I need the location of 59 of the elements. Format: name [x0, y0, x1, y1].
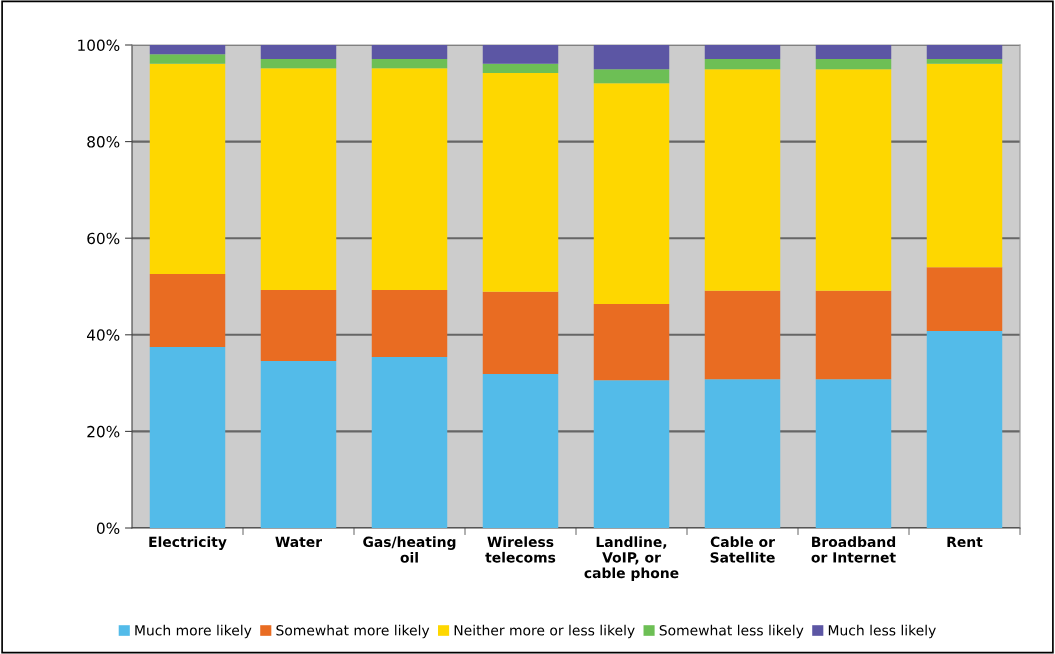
x-tick-label: Rent	[947, 536, 983, 548]
bar	[482, 73, 559, 292]
bar	[926, 330, 1003, 528]
legend-label: Somewhat less likely	[659, 624, 804, 639]
y-tick-label: 20%	[87, 425, 120, 438]
y-tick-label: 40%	[86, 329, 120, 341]
bar	[482, 45, 559, 64]
bar	[149, 346, 226, 528]
x-tick-label: Electricity	[149, 536, 227, 550]
bar	[815, 59, 892, 70]
bar	[593, 83, 670, 304]
x-tick-label: Water	[275, 536, 323, 548]
legend-label: Much more likely	[135, 624, 252, 639]
bar	[482, 63, 559, 74]
bar	[371, 45, 448, 60]
bar	[260, 289, 337, 361]
y-tick-label: 80%	[87, 136, 120, 148]
x-tick-label: Landline, VoIP, or cable phone	[584, 536, 679, 581]
y-tick-label: 0%	[96, 522, 120, 535]
x-tick-label: Cable or Satellite	[710, 536, 775, 563]
bar	[926, 267, 1003, 331]
bar	[704, 69, 781, 291]
bar	[482, 291, 559, 374]
bar	[371, 289, 448, 358]
bar	[371, 357, 448, 528]
bar	[149, 45, 226, 55]
bar	[593, 303, 670, 381]
legend-label: Neither more or less likely	[454, 624, 635, 639]
bar	[815, 45, 892, 60]
bar	[482, 373, 559, 528]
bar	[149, 63, 226, 274]
bar	[704, 290, 781, 380]
x-tick-label: Gas/heating oil	[363, 536, 456, 563]
legend-label: Somewhat more likely	[276, 624, 430, 639]
y-tick-label: 60%	[87, 232, 120, 245]
x-tick-label: Broadband or Internet	[811, 536, 896, 563]
bar	[260, 45, 337, 60]
bar	[371, 68, 448, 290]
bar	[260, 68, 337, 290]
bar	[815, 379, 892, 528]
bar	[815, 290, 892, 380]
bar	[926, 45, 1003, 60]
bar	[260, 59, 337, 69]
bar	[149, 54, 226, 64]
bar	[593, 380, 670, 528]
bar	[260, 360, 337, 528]
bar	[926, 63, 1003, 268]
bar	[149, 273, 226, 347]
y-tick-label: 100%	[78, 39, 120, 52]
bar	[593, 45, 670, 70]
bar	[926, 59, 1003, 64]
legend-label: Much less likely	[828, 624, 936, 639]
bar	[704, 379, 781, 528]
bar	[371, 59, 448, 69]
bar	[593, 69, 670, 84]
bar	[815, 69, 892, 291]
bar	[704, 45, 781, 60]
bar	[704, 59, 781, 70]
x-tick-label: Wireless telecoms	[485, 536, 556, 563]
